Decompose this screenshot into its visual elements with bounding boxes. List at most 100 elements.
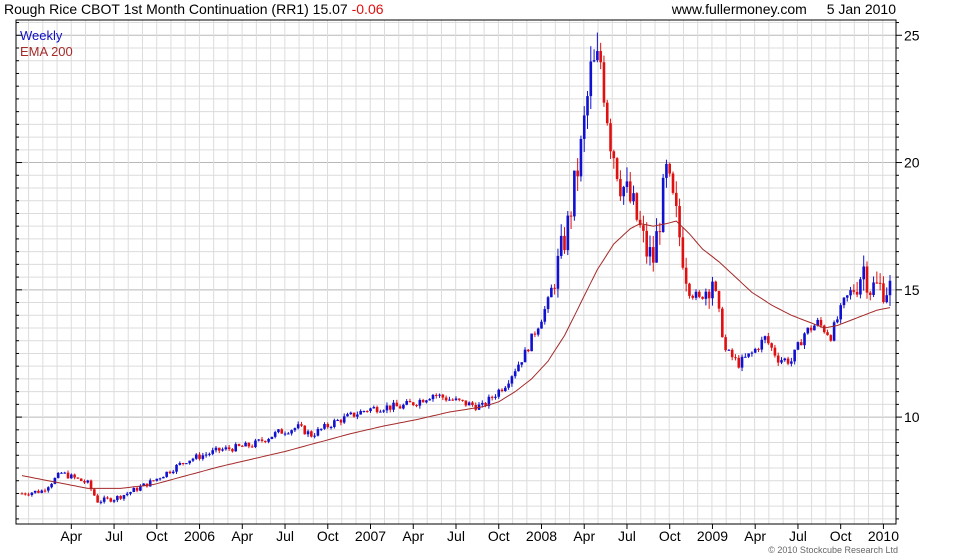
candle-up: [796, 342, 800, 350]
candle-down: [619, 179, 622, 197]
candle-down: [484, 402, 487, 406]
candle-up: [63, 472, 67, 474]
y-tick-label: 15: [904, 282, 920, 298]
candle-down: [819, 319, 823, 326]
x-tick-label: 2010: [868, 528, 899, 544]
candle-up: [171, 471, 175, 474]
candle-up: [543, 309, 547, 322]
candle-down: [628, 181, 632, 202]
candle-up: [780, 360, 783, 363]
candle-up: [379, 411, 382, 413]
candle-up: [60, 472, 63, 474]
candle-down: [240, 445, 244, 447]
candle-up: [648, 247, 652, 257]
candle-up: [333, 420, 336, 427]
candle-up: [425, 400, 428, 403]
candle-down: [20, 493, 24, 495]
candle-up: [267, 439, 270, 442]
candle-down: [451, 399, 455, 401]
candle-down: [500, 389, 504, 391]
candle-down: [674, 192, 678, 207]
candle-down: [730, 349, 734, 358]
chart-header: Rough Rice CBOT 1st Month Continuation (…: [4, 1, 896, 19]
candle-down: [434, 394, 438, 396]
candle-up: [510, 376, 514, 384]
candle-down: [339, 420, 343, 423]
candle-down: [441, 394, 445, 398]
candle-up: [102, 497, 106, 502]
y-tick-label: 10: [904, 409, 920, 425]
candle-down: [152, 480, 155, 482]
candle-up: [448, 399, 451, 401]
candle-down: [553, 287, 556, 289]
symbol-name: Rough Rice CBOT 1st Month Continuation (…: [4, 1, 309, 17]
candle-up: [481, 402, 484, 405]
candle-down: [688, 283, 691, 296]
candle-down: [569, 215, 573, 217]
candle-up: [336, 420, 339, 422]
candle-up: [513, 371, 517, 377]
candle-up: [402, 404, 405, 409]
candle-down: [786, 358, 790, 364]
x-axis: Apr Jul Oct 2006 Apr Jul Oct 2007 Apr Jul Oct 2008 A…: [60, 524, 899, 544]
candle-down: [181, 462, 185, 464]
candle-up: [56, 473, 60, 478]
candle-up: [431, 394, 435, 400]
site-link[interactable]: www.fullermoney.com: [671, 1, 807, 17]
candle-down: [365, 411, 369, 413]
candle-up: [536, 328, 540, 335]
candle-up: [507, 383, 510, 388]
candle-up: [313, 435, 316, 437]
candle-up: [711, 281, 714, 299]
candle-up: [33, 490, 37, 493]
candle-down: [642, 225, 645, 231]
candle-up: [201, 455, 205, 459]
candle-down: [168, 471, 172, 474]
candle-down: [681, 237, 685, 268]
candle-down: [250, 446, 254, 448]
chart-title: Rough Rice CBOT 1st Month Continuation (…: [4, 1, 384, 17]
candle-down: [471, 402, 474, 406]
candle-down: [415, 405, 418, 407]
candle-down: [615, 158, 619, 180]
candle-up: [296, 424, 300, 429]
candle-down: [119, 495, 122, 499]
x-tick-label: Oct: [488, 528, 510, 544]
x-tick-label: Jul: [276, 528, 294, 544]
candle-up: [40, 490, 44, 493]
candle-down: [76, 477, 80, 479]
candle-up: [329, 426, 333, 428]
candle-up: [139, 486, 142, 491]
candle-down: [799, 342, 803, 346]
candle-up: [839, 305, 842, 320]
candle-up: [306, 431, 310, 435]
candle-down: [770, 343, 773, 348]
x-tick-label: 2009: [697, 528, 728, 544]
candle-up: [188, 460, 191, 464]
candle-up: [540, 321, 543, 329]
candle-down: [89, 480, 93, 490]
candle-down: [527, 349, 530, 352]
x-tick-label: Oct: [830, 528, 852, 544]
x-tick-label: Jul: [789, 528, 807, 544]
candle-up: [586, 96, 589, 116]
x-tick-label: Jul: [618, 528, 636, 544]
candle-down: [635, 193, 639, 220]
candle-up: [224, 447, 228, 450]
candle-down: [714, 281, 718, 292]
candle-up: [556, 255, 560, 289]
candle-up: [845, 295, 849, 298]
candle-up: [530, 333, 533, 352]
candle-up: [783, 358, 787, 361]
candle-up: [813, 325, 816, 331]
candle-up: [546, 297, 550, 310]
candle-up: [517, 364, 520, 372]
candle-up: [487, 396, 491, 406]
candle-down: [23, 493, 27, 495]
candle-down: [231, 449, 234, 452]
candle-down: [260, 439, 264, 441]
candle-down: [658, 231, 662, 233]
x-tick-label: Jul: [447, 528, 465, 544]
candle-down: [865, 266, 869, 293]
